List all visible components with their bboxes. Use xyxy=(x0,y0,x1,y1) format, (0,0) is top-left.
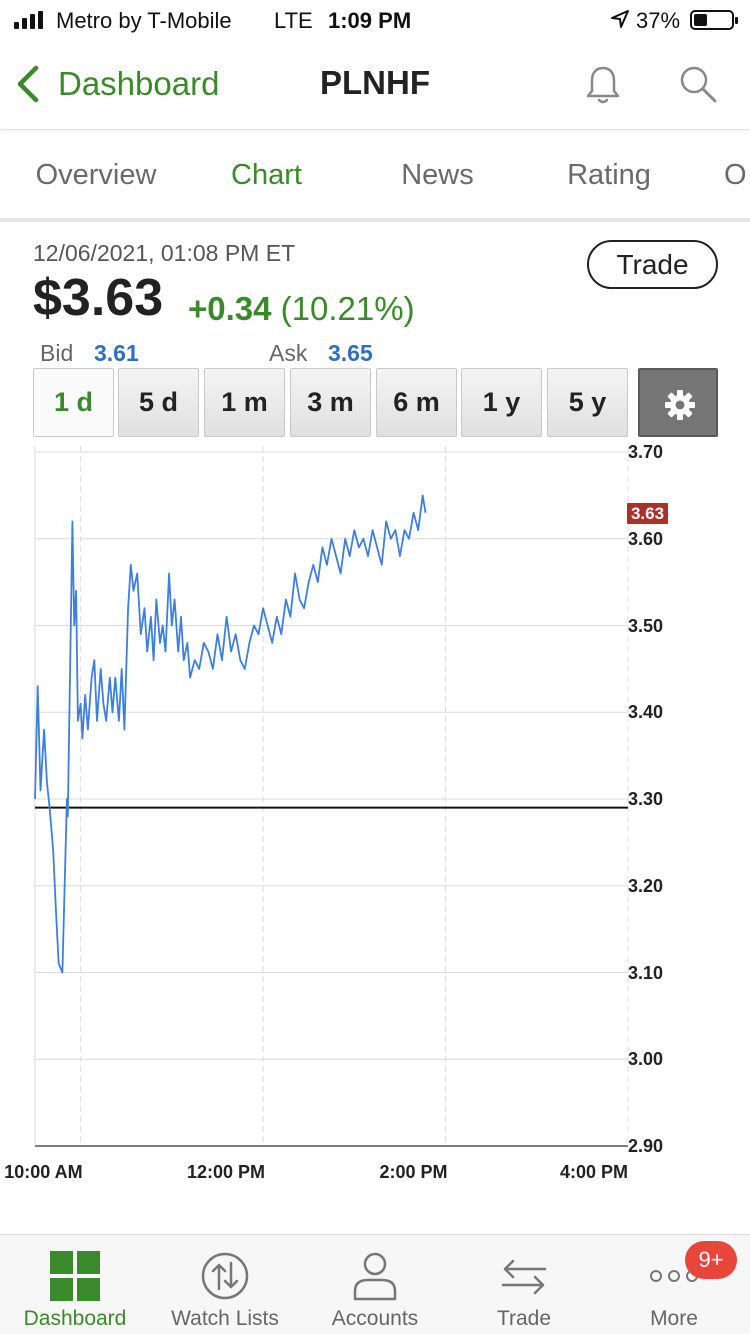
y-axis-tick-label: 3.50 xyxy=(628,615,664,636)
back-to-dashboard-button[interactable]: Dashboard xyxy=(14,62,219,106)
range-6-month-button[interactable]: 6 m xyxy=(376,368,457,437)
notification-badge: 9+ xyxy=(685,1241,737,1279)
chevron-left-icon xyxy=(17,65,39,103)
battery-icon xyxy=(690,10,738,30)
y-axis-tick-label: 2.90 xyxy=(628,1136,664,1156)
bottom-tab-label: Watch Lists xyxy=(171,1307,279,1330)
y-axis-tick-label: 3.20 xyxy=(628,875,664,896)
status-bar: Metro by T-Mobile LTE 1:09 PM 37% xyxy=(0,0,750,40)
tab-overflow[interactable]: O xyxy=(724,159,747,191)
battery-percent: 37% xyxy=(636,8,681,33)
bottom-tab-label: Trade xyxy=(496,1307,552,1330)
price-series-line xyxy=(34,494,427,974)
bottom-tab-bar: Dashboard Watch Lists Accounts Trade Mor… xyxy=(0,1234,750,1334)
signal-strength-icon xyxy=(14,11,43,29)
watch-lists-icon xyxy=(201,1252,249,1300)
tab-news[interactable]: News xyxy=(401,159,474,191)
back-button-label: Dashboard xyxy=(58,65,220,102)
bottom-tab-trade[interactable]: Trade xyxy=(449,1235,599,1334)
trade-button[interactable]: Trade xyxy=(587,240,718,289)
y-axis-tick-label: 3.60 xyxy=(628,528,664,549)
range-1-day-button[interactable]: 1 d xyxy=(33,368,114,437)
tab-rating[interactable]: Rating xyxy=(567,159,651,191)
bottom-tab-label: Dashboard xyxy=(23,1307,127,1330)
gear-icon xyxy=(665,390,695,420)
chart-settings-button[interactable] xyxy=(638,368,718,437)
range-5-year-button[interactable]: 5 y xyxy=(547,368,628,437)
x-axis-tick-label: 2:00 PM xyxy=(379,1162,448,1182)
range-1-month-button[interactable]: 1 m xyxy=(204,368,285,437)
bell-icon[interactable] xyxy=(584,64,622,106)
ask-label: Ask xyxy=(269,340,308,366)
tab-chart[interactable]: Chart xyxy=(231,159,302,191)
y-axis-tick-label: 3.30 xyxy=(628,789,664,809)
x-axis-tick-label: 10:00 AM xyxy=(4,1162,83,1182)
x-axis-tick-label: 4:00 PM xyxy=(559,1162,628,1182)
price-change-percent: (10.21%) xyxy=(280,290,415,327)
y-axis-tick-label: 3.10 xyxy=(628,962,664,983)
y-axis-tick-label: 3.40 xyxy=(628,702,664,723)
bottom-tab-label: Accounts xyxy=(331,1307,419,1330)
location-arrow-icon xyxy=(611,10,629,28)
x-axis-tick-label: 12:00 PM xyxy=(187,1162,266,1182)
section-tabs: Overview Chart News Rating O xyxy=(0,130,750,222)
range-5-day-button[interactable]: 5 d xyxy=(118,368,199,437)
range-1-year-button[interactable]: 1 y xyxy=(461,368,542,437)
price-chart[interactable]: 3.70 3.60 3.50 3.40 3.30 3.20 3.10 3.00 2.90 10:0… xyxy=(0,440,750,1200)
last-price: $3.63 xyxy=(33,269,164,327)
dashboard-grid-icon xyxy=(50,1251,100,1301)
price-chart-plot xyxy=(34,446,629,1147)
ask-value: 3.65 xyxy=(328,340,373,366)
y-axis-tick-label: 3.70 xyxy=(628,442,664,462)
y-axis-tick-label: 3.00 xyxy=(628,1049,664,1070)
price-change: +0.34 (10.21%) xyxy=(188,290,415,328)
bottom-tab-watch-lists[interactable]: Watch Lists xyxy=(150,1235,300,1334)
active-tab-indicator xyxy=(191,218,342,222)
carrier-name: Metro by T-Mobile xyxy=(56,8,232,33)
person-icon xyxy=(353,1252,397,1301)
bid-label: Bid xyxy=(40,340,74,366)
status-time: 1:09 PM xyxy=(328,8,412,33)
range-3-month-button[interactable]: 3 m xyxy=(290,368,371,437)
bottom-tab-accounts[interactable]: Accounts xyxy=(300,1235,450,1334)
network-type: LTE xyxy=(274,8,313,33)
quote-timestamp: 12/06/2021, 01:08 PM ET xyxy=(33,240,296,266)
bottom-tab-label: More xyxy=(650,1307,698,1330)
tab-overview[interactable]: Overview xyxy=(35,159,157,191)
price-change-amount: +0.34 xyxy=(188,290,272,327)
last-price-marker: 3.63 xyxy=(627,502,668,524)
bottom-tab-dashboard[interactable]: Dashboard xyxy=(0,1235,150,1334)
navigation-bar: Dashboard PLNHF xyxy=(0,40,750,130)
bid-value: 3.61 xyxy=(94,340,139,366)
search-icon[interactable] xyxy=(678,64,718,104)
trade-arrows-icon xyxy=(501,1259,547,1295)
